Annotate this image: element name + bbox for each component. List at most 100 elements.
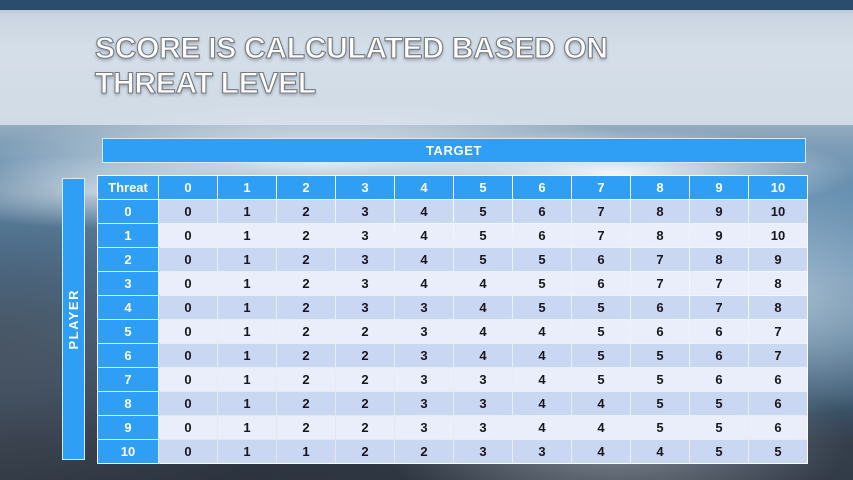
score-cell: 0 [159, 320, 217, 343]
score-cell: 2 [277, 224, 335, 247]
score-cell: 3 [454, 416, 512, 439]
score-cell: 2 [336, 368, 394, 391]
score-cell: 4 [395, 224, 453, 247]
score-cell: 1 [218, 200, 276, 223]
score-cell: 3 [454, 392, 512, 415]
row-header-0: 0 [98, 200, 158, 223]
score-cell: 5 [454, 224, 512, 247]
score-cell: 4 [395, 200, 453, 223]
score-cell: 3 [395, 296, 453, 319]
score-cell: 3 [395, 416, 453, 439]
score-cell: 1 [218, 224, 276, 247]
score-cell: 6 [690, 368, 748, 391]
score-cell: 5 [749, 440, 807, 463]
score-cell: 8 [749, 272, 807, 295]
score-cell: 1 [218, 320, 276, 343]
row-header-2: 2 [98, 248, 158, 271]
score-cell: 4 [513, 344, 571, 367]
score-cell: 6 [572, 248, 630, 271]
corner-header-threat: Threat [98, 176, 158, 199]
slide-title-line2: THREAT LEVEL [94, 66, 316, 100]
score-cell: 6 [749, 416, 807, 439]
score-cell: 4 [572, 392, 630, 415]
score-cell: 3 [395, 320, 453, 343]
score-cell: 2 [336, 392, 394, 415]
score-cell: 2 [395, 440, 453, 463]
score-cell: 5 [631, 392, 689, 415]
score-cell: 8 [690, 248, 748, 271]
score-cell: 5 [513, 272, 571, 295]
column-header-4: 4 [395, 176, 453, 199]
score-cell: 0 [159, 248, 217, 271]
score-cell: 4 [513, 392, 571, 415]
row-header-7: 7 [98, 368, 158, 391]
score-cell: 9 [749, 248, 807, 271]
score-cell: 6 [690, 320, 748, 343]
score-cell: 3 [513, 440, 571, 463]
score-cell: 5 [690, 440, 748, 463]
score-cell: 5 [454, 248, 512, 271]
score-cell: 2 [336, 440, 394, 463]
target-axis-label: TARGET [425, 143, 483, 158]
score-cell: 6 [513, 200, 571, 223]
column-header-10: 10 [749, 176, 807, 199]
score-cell: 7 [572, 200, 630, 223]
score-cell: 1 [277, 440, 335, 463]
score-cell: 7 [690, 296, 748, 319]
score-cell: 4 [395, 248, 453, 271]
score-cell: 5 [690, 416, 748, 439]
score-cell: 4 [454, 320, 512, 343]
score-cell: 3 [454, 440, 512, 463]
column-header-8: 8 [631, 176, 689, 199]
score-cell: 8 [749, 296, 807, 319]
score-cell: 2 [277, 344, 335, 367]
row-header-9: 9 [98, 416, 158, 439]
score-cell: 5 [513, 296, 571, 319]
score-cell: 4 [454, 272, 512, 295]
row-header-4: 4 [98, 296, 158, 319]
score-cell: 1 [218, 392, 276, 415]
score-cell: 4 [454, 296, 512, 319]
score-cell: 3 [395, 344, 453, 367]
score-cell: 3 [395, 392, 453, 415]
score-cell: 5 [631, 416, 689, 439]
score-cell: 7 [690, 272, 748, 295]
score-cell: 0 [159, 440, 217, 463]
player-axis-label: PLAYER [66, 288, 81, 350]
score-cell: 5 [572, 320, 630, 343]
score-cell: 2 [277, 392, 335, 415]
score-cell: 2 [277, 248, 335, 271]
score-cell: 10 [749, 224, 807, 247]
score-cell: 7 [749, 320, 807, 343]
score-cell: 5 [572, 296, 630, 319]
slide-title: SCORE IS CALCULATED BASED ON THREAT LEVE… [94, 31, 608, 101]
column-header-5: 5 [454, 176, 512, 199]
score-cell: 6 [513, 224, 571, 247]
score-cell: 0 [159, 200, 217, 223]
score-cell: 3 [336, 272, 394, 295]
score-cell: 3 [336, 296, 394, 319]
row-header-6: 6 [98, 344, 158, 367]
score-cell: 9 [690, 200, 748, 223]
score-cell: 1 [218, 344, 276, 367]
score-cell: 6 [572, 272, 630, 295]
score-cell: 4 [513, 320, 571, 343]
score-cell: 2 [336, 416, 394, 439]
score-cell: 3 [336, 200, 394, 223]
score-cell: 1 [218, 272, 276, 295]
row-header-8: 8 [98, 392, 158, 415]
column-header-9: 9 [690, 176, 748, 199]
score-cell: 3 [454, 368, 512, 391]
title-band [0, 10, 853, 125]
column-header-3: 3 [336, 176, 394, 199]
score-cell: 1 [218, 440, 276, 463]
score-cell: 0 [159, 296, 217, 319]
score-cell: 2 [277, 320, 335, 343]
score-cell: 0 [159, 344, 217, 367]
score-cell: 1 [218, 296, 276, 319]
score-cell: 9 [690, 224, 748, 247]
column-header-7: 7 [572, 176, 630, 199]
score-cell: 2 [277, 296, 335, 319]
score-cell: 2 [277, 200, 335, 223]
